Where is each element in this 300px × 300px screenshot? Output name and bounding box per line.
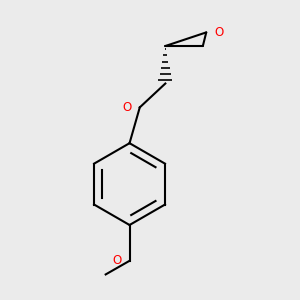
Text: O: O (112, 254, 121, 267)
Text: O: O (122, 101, 131, 114)
Text: O: O (214, 26, 224, 39)
